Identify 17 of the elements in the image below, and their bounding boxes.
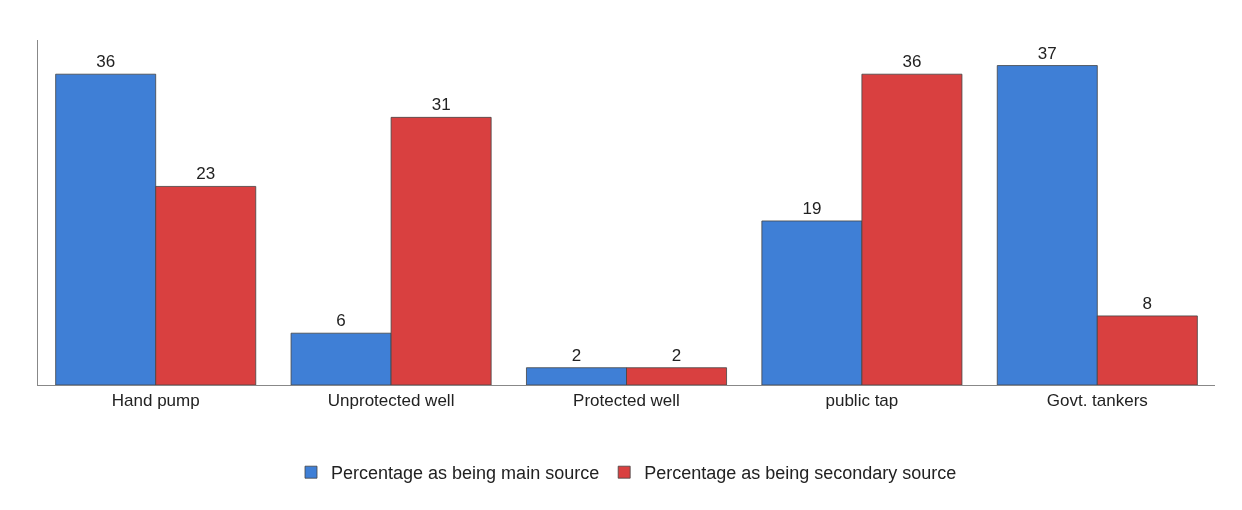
data-label: 23	[196, 164, 216, 184]
x-tick-label: Unprotected well	[327, 391, 455, 411]
data-label: 2	[671, 345, 682, 365]
data-label: 19	[802, 198, 822, 218]
x-tick-label: Govt. tankers	[1046, 391, 1148, 411]
x-tick-label: Hand pump	[111, 391, 200, 411]
data-label: 36	[96, 52, 116, 72]
data-label: 37	[1037, 43, 1057, 63]
legend-label: Percentage as being main source	[331, 463, 600, 484]
data-label: 8	[1142, 293, 1153, 313]
data-label: 6	[336, 311, 346, 331]
legend-label: Percentage as being secondary source	[644, 463, 957, 484]
x-tick-label: Protected well	[573, 391, 680, 411]
data-label: 2	[571, 345, 582, 365]
x-tick-label: public tap	[825, 391, 899, 411]
data-label: 31	[431, 95, 451, 115]
data-label: 36	[902, 52, 922, 72]
